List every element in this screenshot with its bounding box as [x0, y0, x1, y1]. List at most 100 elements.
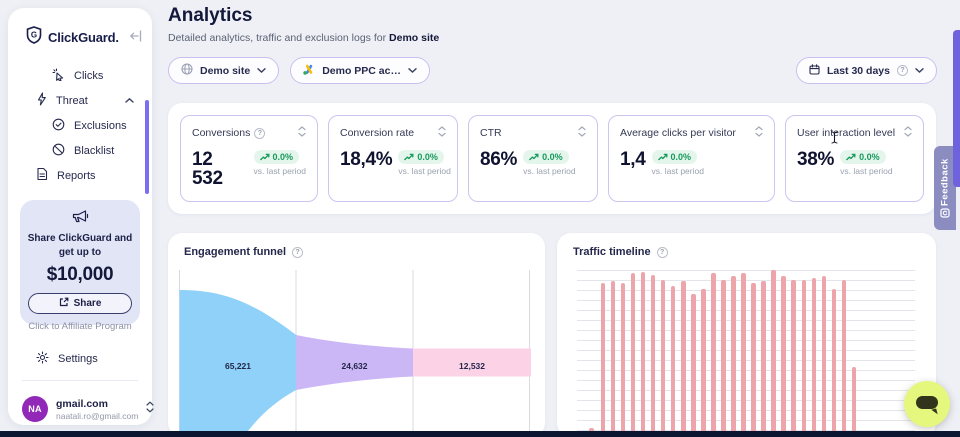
change-period: vs. last period [840, 166, 893, 176]
account-switcher[interactable]: NA gmail.com naatali.ro@gmail.com [22, 392, 154, 426]
logo-row: G ClickGuard. [26, 26, 142, 49]
traffic-bar [741, 273, 746, 431]
sidebar-item-blacklist[interactable]: Blacklist [8, 138, 152, 163]
sidebar-item-label: Reports [57, 169, 96, 182]
date-range-selector[interactable]: Last 30 days ? [795, 57, 937, 84]
chart-title: Traffic timeline [573, 246, 651, 258]
share-button[interactable]: Share [28, 293, 132, 314]
stat-card-ctr: CTR 86% 0.0% vs. last period [468, 115, 598, 202]
sidebar-item-threat[interactable]: Threat [8, 88, 152, 113]
traffic-bar [811, 278, 817, 431]
change-period: vs. last period [651, 166, 704, 176]
page-scrollbar[interactable] [953, 30, 960, 187]
ban-icon [52, 143, 65, 159]
globe-icon [181, 63, 193, 78]
stat-value: 18,4% [340, 149, 393, 170]
traffic-gridlines [577, 270, 915, 431]
engagement-funnel-card: Engagement funnel ? 65,221 24,632 12,532 [168, 233, 545, 437]
sort-icon[interactable] [298, 126, 306, 140]
info-icon: ? [897, 65, 908, 76]
traffic-bar [851, 366, 857, 431]
sort-icon[interactable] [578, 126, 586, 140]
stat-value: 1,4 [620, 149, 646, 170]
trend-up-icon [529, 153, 539, 161]
sidebar-divider [22, 380, 138, 381]
traffic-bar [751, 282, 756, 431]
traffic-bar [600, 282, 606, 431]
change-value: 0.0% [670, 152, 692, 162]
chart-title: Engagement funnel [184, 246, 287, 258]
change-badge: 0.0% [523, 150, 569, 164]
help-icon[interactable]: ? [292, 246, 304, 258]
promo-headline: Share ClickGuard and get up to [27, 233, 133, 258]
traffic-bar [731, 276, 736, 431]
sidebar-item-clicks[interactable]: Clicks [8, 63, 152, 88]
sidebar-item-exclusions[interactable]: Exclusions [8, 113, 152, 138]
date-range-value: Last 30 days [826, 64, 890, 77]
page-title: Analytics [168, 5, 253, 26]
traffic-bar [640, 271, 646, 431]
chat-widget-button[interactable] [904, 381, 950, 427]
sort-icon[interactable] [904, 126, 912, 140]
feedback-tab[interactable]: Feedback [934, 146, 956, 230]
site-selector[interactable]: Demo site [168, 57, 280, 84]
info-icon: ? [254, 127, 266, 139]
ppc-account-selector[interactable]: Demo PPC ac… [290, 57, 430, 84]
traffic-bar [650, 274, 656, 431]
page-subtitle-text: Detailed analytics, traffic and exclusio… [168, 32, 387, 44]
traffic-bar [821, 276, 827, 431]
affiliate-promo-card[interactable]: Share ClickGuard and get up to $10,000 S… [20, 200, 140, 332]
funnel-chart: 65,221 24,632 12,532 [179, 270, 531, 431]
change-badge: 0.0% [651, 150, 698, 164]
funnel-stage-2 [296, 335, 413, 390]
stat-value: 86% [480, 149, 518, 170]
check-circle-icon [52, 118, 65, 134]
stat-card-avg-clicks: Average clicks per visitor 1,4 0.0% vs. … [608, 115, 775, 202]
stat-value: 12 532 [192, 149, 223, 189]
funnel-label-3: 12,532 [459, 361, 485, 371]
change-value: 0.0% [417, 152, 438, 162]
text-cursor [830, 131, 839, 149]
filter-pills: Demo site Demo PPC ac… [168, 57, 430, 84]
traffic-bar [831, 289, 837, 431]
clickguard-logo-icon: G [26, 26, 42, 49]
stat-card-conversions: Conversions ? 12 532 0.0% vs. last perio… [180, 115, 318, 202]
stat-label: Average clicks per visitor [620, 127, 736, 139]
sidebar-item-reports[interactable]: Reports [8, 163, 152, 188]
site-selector-value: Demo site [200, 64, 251, 77]
brand-name: ClickGuard. [48, 30, 119, 45]
chevron-down-icon [915, 65, 924, 77]
stat-label: CTR [480, 127, 502, 139]
sidebar-item-settings[interactable]: Settings [8, 346, 152, 372]
sort-icon[interactable] [438, 126, 446, 140]
change-badge: 0.0% [398, 150, 444, 164]
page-subtitle: Detailed analytics, traffic and exclusio… [168, 32, 439, 44]
stat-label: Conversion rate [340, 127, 415, 139]
page-subtitle-site: Demo site [389, 32, 440, 44]
stat-label: Conversions [192, 127, 251, 139]
sort-icon[interactable] [755, 126, 763, 140]
calendar-icon [809, 63, 820, 78]
ppc-account-value: Demo PPC ac… [322, 64, 401, 77]
traffic-bar [791, 279, 796, 431]
change-value: 0.0% [859, 152, 880, 162]
traffic-bar [701, 289, 706, 431]
lightning-icon [36, 92, 47, 109]
promo-caption: Click to Affiliate Program [28, 321, 132, 332]
collapse-sidebar-icon[interactable] [129, 29, 142, 47]
traffic-bar [771, 270, 776, 431]
trend-up-icon [657, 153, 667, 161]
traffic-bar [610, 281, 616, 431]
traffic-bar [670, 286, 676, 431]
sidebar-scrollbar[interactable] [145, 100, 149, 194]
sidebar-nav: Clicks Threat Exclusions [8, 63, 152, 188]
traffic-bar [761, 281, 766, 431]
external-link-icon [59, 297, 69, 310]
traffic-bar [620, 282, 626, 431]
trend-up-icon [404, 153, 414, 161]
change-period: vs. last period [523, 166, 576, 176]
change-value: 0.0% [542, 152, 563, 162]
stat-card-interaction-level: User interaction level 38% 0.0% vs. last… [785, 115, 924, 202]
help-icon[interactable]: ? [656, 246, 668, 258]
account-name: gmail.com [56, 397, 108, 410]
